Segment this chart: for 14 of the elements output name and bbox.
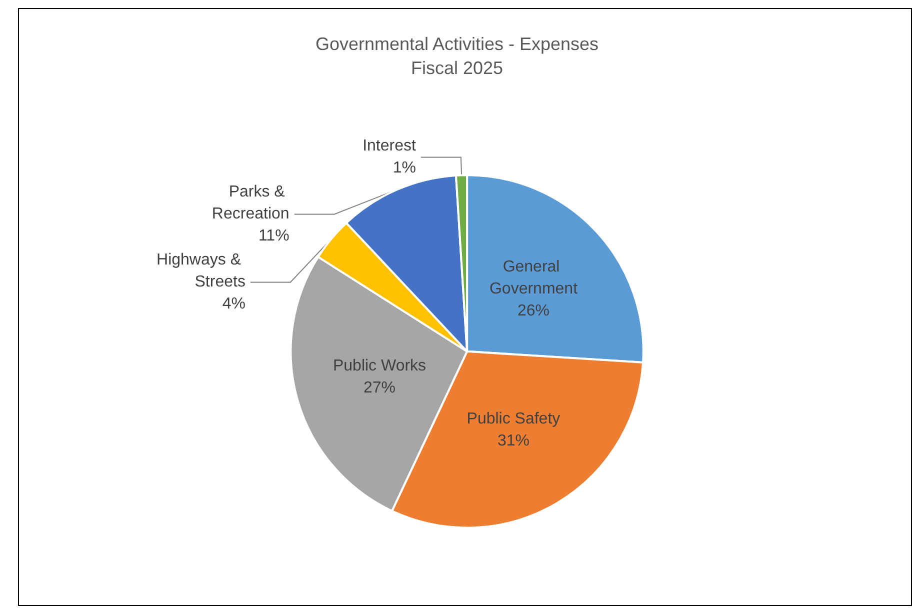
data-label: 31%: [497, 432, 530, 450]
slice-label: Public Safety: [466, 410, 560, 428]
data-label: 11%: [258, 228, 290, 245]
slice-label: Parks & Recreation: [212, 184, 290, 223]
slice-label: Highways & Streets: [156, 252, 246, 291]
data-label: 26%: [517, 302, 550, 320]
data-label: 27%: [364, 379, 396, 396]
data-label: 1%: [392, 160, 416, 177]
chart-subtitle: Fiscal 2025: [410, 58, 504, 78]
chart-title: Governmental Activities - Expenses: [315, 34, 599, 54]
data-label: 4%: [222, 296, 246, 313]
slice-label: General Government: [489, 258, 578, 298]
slice-label: Public Works: [332, 357, 426, 374]
slice-label: Interest: [362, 138, 417, 155]
